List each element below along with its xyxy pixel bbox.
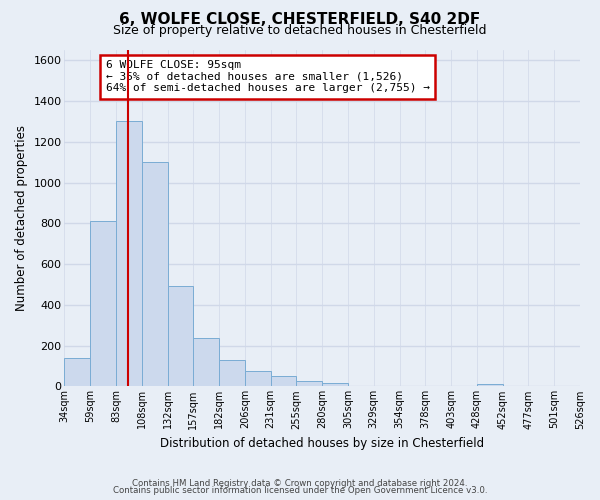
Bar [142,162,167,386]
Bar [116,122,142,386]
Bar [64,358,90,386]
Bar [193,338,219,386]
Bar [477,384,503,386]
Bar [296,382,322,386]
Text: Contains public sector information licensed under the Open Government Licence v3: Contains public sector information licen… [113,486,487,495]
X-axis label: Distribution of detached houses by size in Chesterfield: Distribution of detached houses by size … [160,437,484,450]
Y-axis label: Number of detached properties: Number of detached properties [15,125,28,311]
Bar [271,376,296,386]
Bar [245,371,271,386]
Text: Contains HM Land Registry data © Crown copyright and database right 2024.: Contains HM Land Registry data © Crown c… [132,478,468,488]
Bar [167,286,193,386]
Bar [90,222,116,386]
Text: 6 WOLFE CLOSE: 95sqm
← 35% of detached houses are smaller (1,526)
64% of semi-de: 6 WOLFE CLOSE: 95sqm ← 35% of detached h… [106,60,430,94]
Text: Size of property relative to detached houses in Chesterfield: Size of property relative to detached ho… [113,24,487,37]
Text: 6, WOLFE CLOSE, CHESTERFIELD, S40 2DF: 6, WOLFE CLOSE, CHESTERFIELD, S40 2DF [119,12,481,28]
Bar [219,360,245,386]
Bar [322,384,348,386]
